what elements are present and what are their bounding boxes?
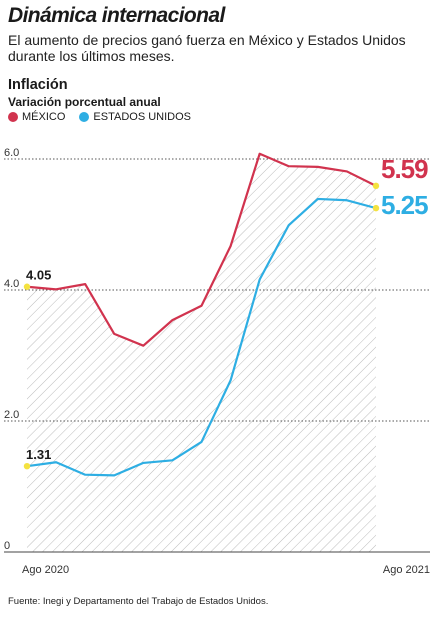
source-note: Fuente: Inegi y Departamento del Trabajo… (8, 596, 269, 607)
annotation-start-usa: 1.31 (26, 447, 51, 462)
x-tick-label-0: Ago 2020 (22, 564, 69, 576)
y-tick-label-1: 2.0 (4, 409, 19, 421)
y-tick-label-3: 6.0 (4, 147, 19, 159)
chart-title: Dinámica internacional (8, 4, 225, 27)
point-mexico-12 (372, 182, 380, 190)
annotation-start-mexico: 4.05 (26, 268, 51, 283)
y-axis-label: Variación porcentual anual (8, 95, 161, 109)
point-usa-12 (372, 204, 380, 212)
annotation-end-mexico: 5.59 (381, 154, 428, 184)
legend: MÉXICO ESTADOS UNIDOS (8, 111, 205, 123)
y-tick-label-0: 0 (4, 540, 10, 552)
annotation-end-usa: 5.25 (381, 190, 428, 220)
legend-swatch-mexico (8, 112, 18, 122)
point-usa-0 (23, 462, 31, 470)
section-title: Inflación (8, 77, 68, 93)
point-mexico-0 (23, 283, 31, 290)
x-tick-label-1: Ago 2021 (383, 564, 430, 576)
legend-item-usa: ESTADOS UNIDOS (79, 111, 191, 123)
legend-label-mexico: MÉXICO (22, 111, 66, 123)
legend-swatch-usa (79, 112, 90, 122)
legend-label-usa: ESTADOS UNIDOS (93, 111, 191, 123)
hatched-area (27, 153, 376, 552)
chart-subtitle: El aumento de precios ganó fuerza en Méx… (8, 32, 406, 64)
legend-item-mexico: MÉXICO (8, 111, 65, 123)
y-tick-label-2: 4.0 (4, 278, 19, 290)
